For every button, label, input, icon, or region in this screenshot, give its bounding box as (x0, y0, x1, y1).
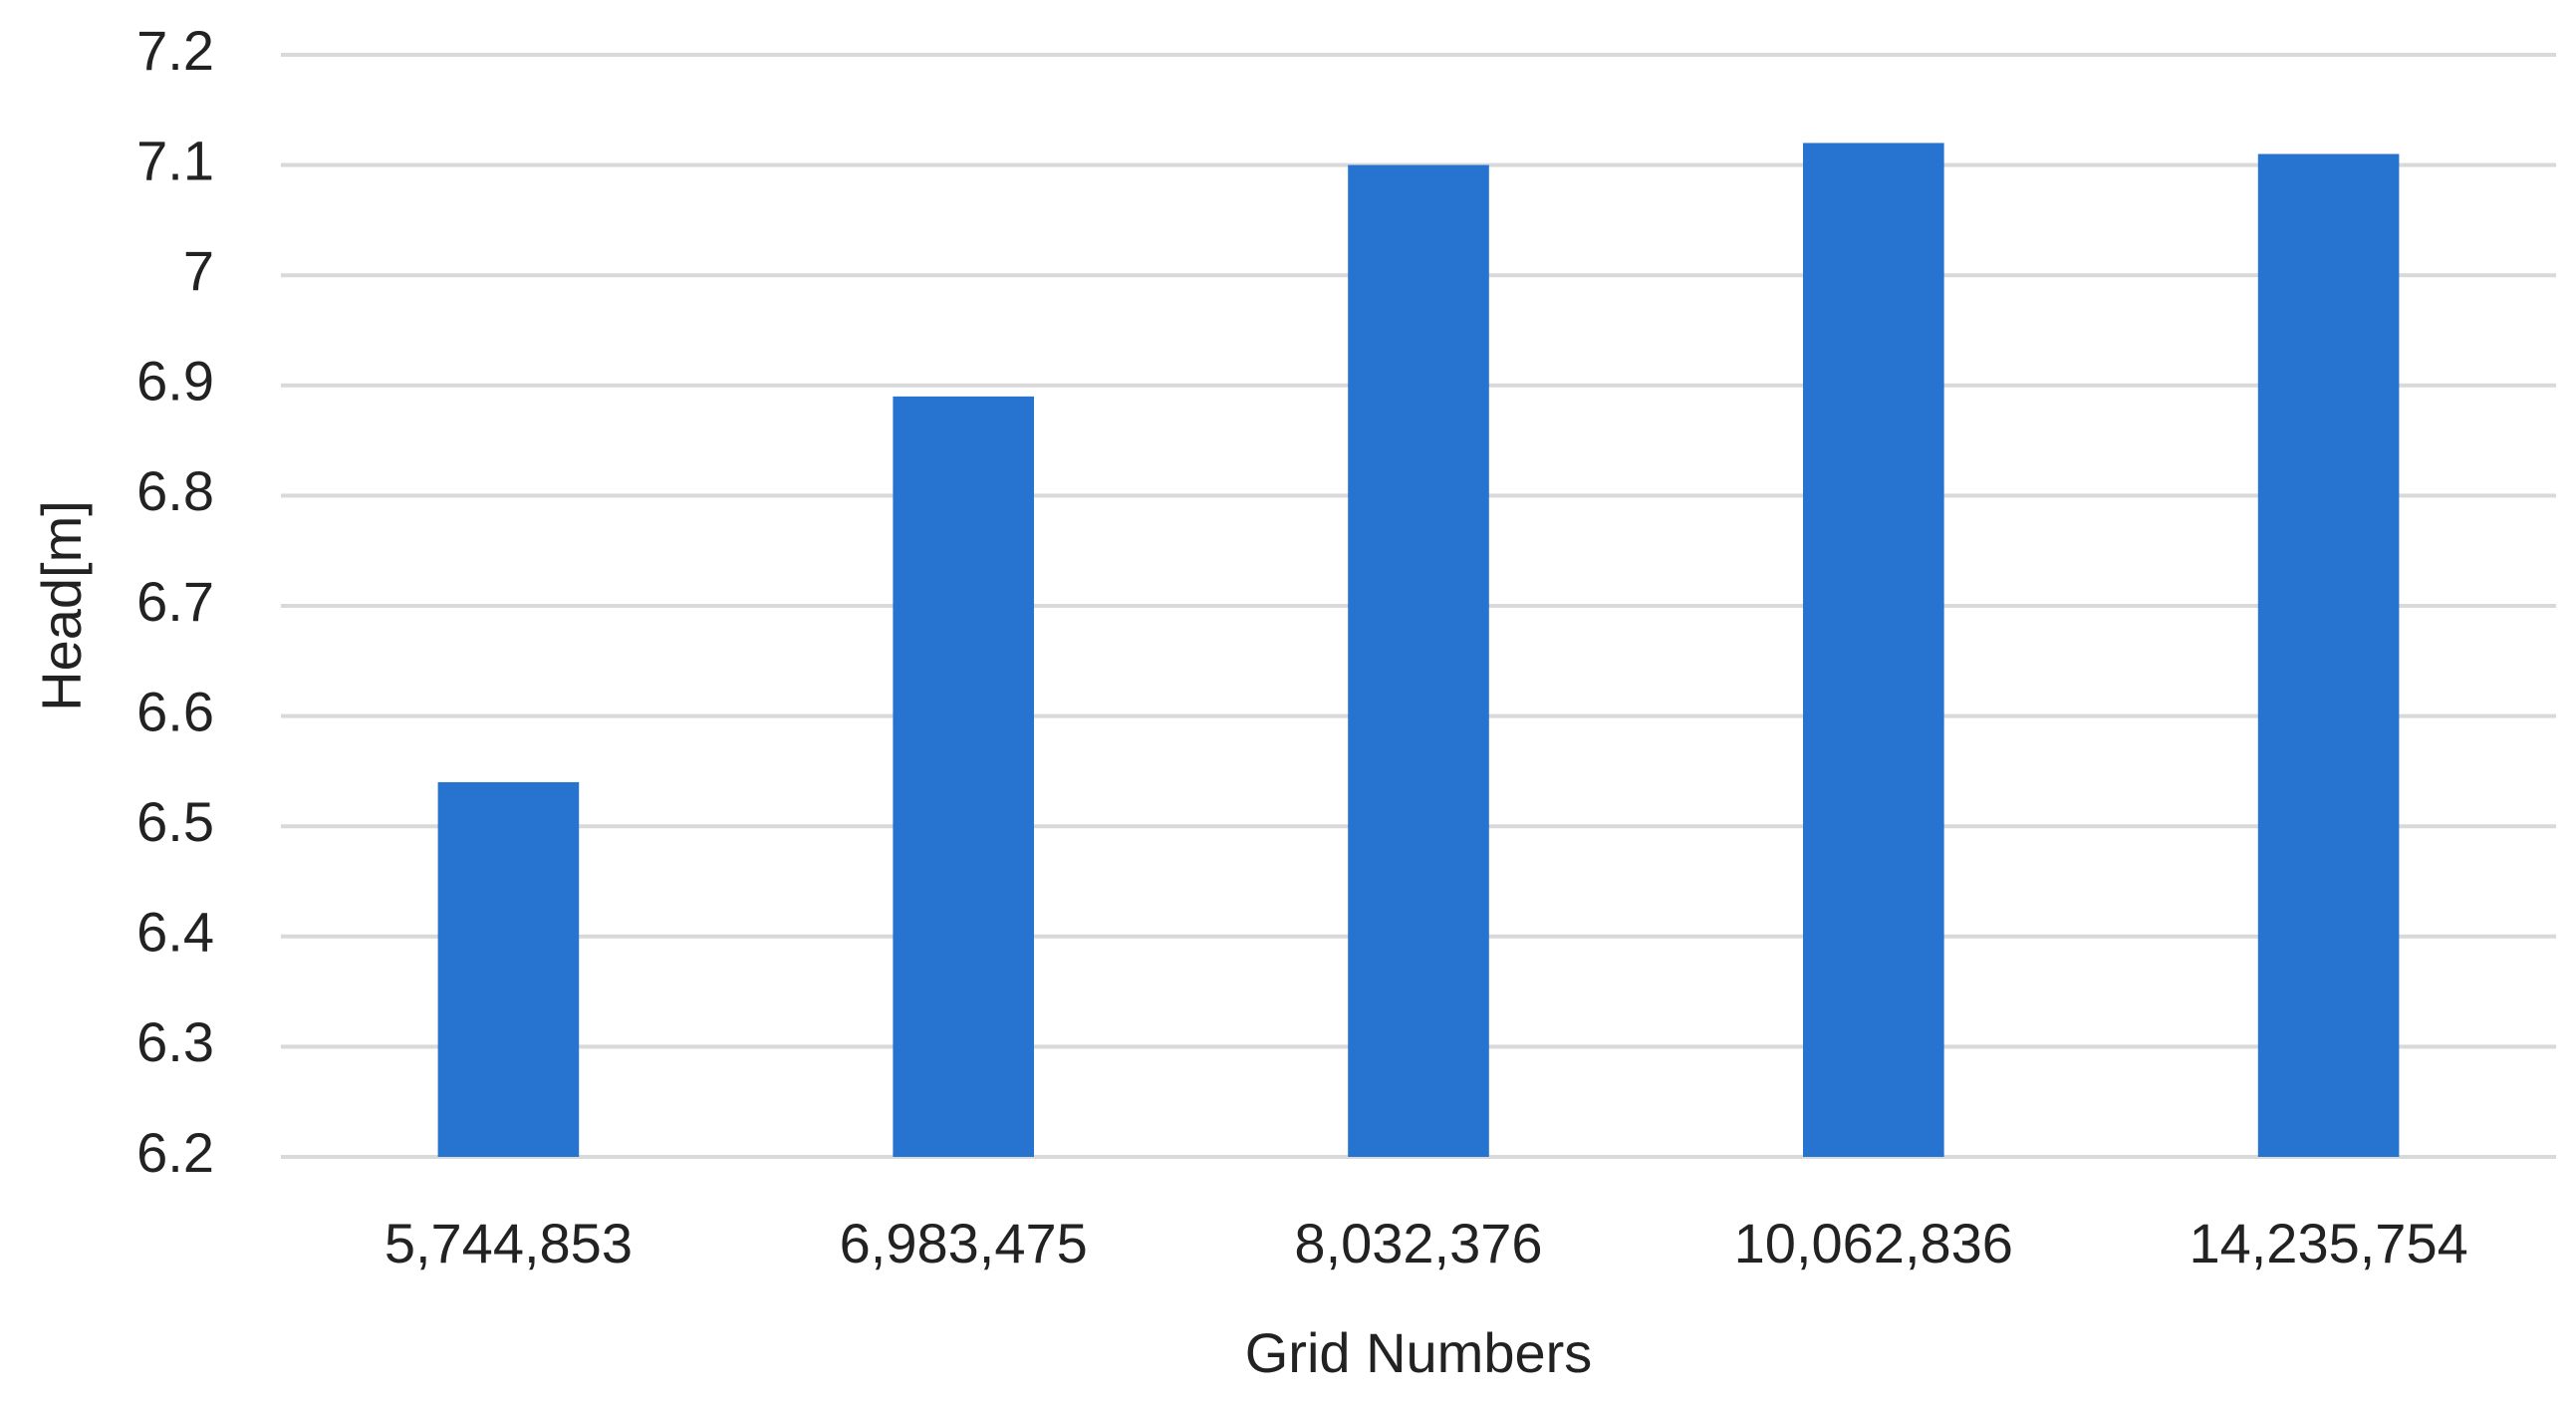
x-tick-label: 14,235,754 (2189, 1212, 2467, 1274)
y-tick-label: 7.1 (136, 129, 214, 191)
y-tick-label: 6.3 (136, 1010, 214, 1073)
bar (1802, 142, 1944, 1158)
y-tick-label: 6.6 (136, 680, 214, 742)
y-tick-label: 6.8 (136, 459, 214, 522)
x-tick-label: 6,983,475 (840, 1212, 1088, 1274)
x-axis-title: Grid Numbers (1245, 1321, 1593, 1384)
bar (893, 396, 1035, 1157)
x-tick-label: 10,062,836 (1734, 1212, 2013, 1274)
bar (1348, 164, 1489, 1158)
y-tick-label: 7 (183, 239, 214, 302)
x-tick-label: 8,032,376 (1294, 1212, 1542, 1274)
x-tick-label: 5,744,853 (385, 1212, 633, 1274)
y-tick-label: 6.4 (136, 901, 214, 964)
bar (2257, 153, 2400, 1158)
y-tick-label: 6.5 (136, 790, 214, 853)
bar (437, 781, 580, 1157)
y-tick-label: 6.2 (136, 1121, 214, 1184)
y-tick-label: 6.9 (136, 350, 214, 413)
y-tick-label: 7.2 (136, 19, 214, 82)
y-tick-label: 6.7 (136, 570, 214, 633)
y-axis-title: Head[m] (30, 500, 93, 711)
